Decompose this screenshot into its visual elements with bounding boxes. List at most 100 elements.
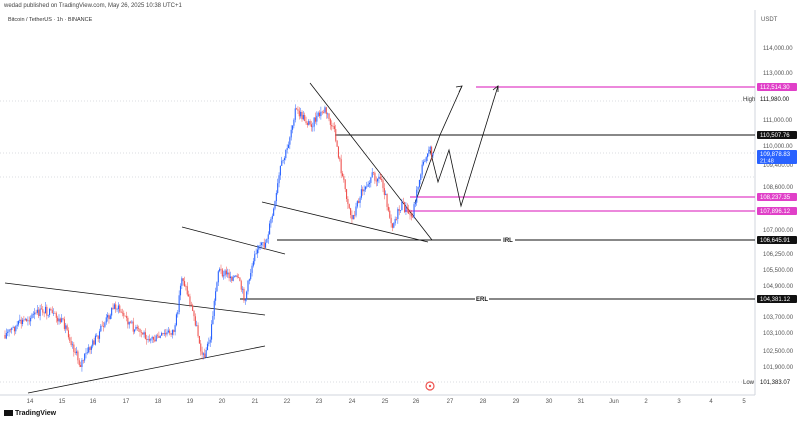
candle [219, 267, 221, 273]
x-tick-label: 26 [413, 399, 420, 405]
candle [236, 273, 238, 279]
candle [158, 331, 160, 338]
candle [73, 342, 75, 357]
candle [179, 283, 182, 301]
candle [5, 328, 7, 340]
candle [362, 186, 364, 196]
candle [138, 325, 140, 332]
candle [208, 337, 210, 347]
candle [13, 326, 15, 336]
candle [152, 336, 155, 343]
projection-path-a [414, 85, 463, 204]
candle [201, 346, 203, 360]
high-label: 111,980.00 High [743, 95, 797, 103]
candle [146, 334, 148, 345]
candle [103, 322, 105, 332]
x-tick-label: 30 [546, 399, 553, 405]
candle [211, 320, 213, 343]
candle [382, 177, 384, 193]
candle [386, 193, 388, 211]
candle [49, 307, 51, 318]
candle [366, 181, 368, 189]
candle [358, 198, 360, 204]
candle [221, 268, 223, 278]
low-label: 101,383.07 Low [743, 378, 797, 386]
candle [185, 284, 187, 291]
candle [63, 316, 65, 331]
candle [258, 245, 260, 254]
candle [12, 325, 14, 329]
candle [297, 106, 299, 114]
candle [178, 290, 180, 315]
candle [285, 149, 287, 161]
candle [76, 346, 78, 356]
symbol-legend[interactable]: Bitcoin / TetherUS · 1h · BINANCE [8, 17, 93, 23]
candle [294, 104, 296, 123]
x-tick-label: 29 [513, 399, 520, 405]
candle [40, 303, 42, 310]
candle [89, 345, 91, 355]
last-price-countdown: 21:48 [760, 159, 774, 165]
price-scale[interactable]: 114,000.00113,000.00111,000.00110,500.00… [763, 46, 794, 371]
candle [142, 332, 144, 335]
x-tick-label: 28 [480, 399, 487, 405]
candle [317, 111, 319, 117]
candle [197, 322, 199, 338]
candle [274, 200, 276, 211]
candle [46, 304, 48, 320]
candle [229, 271, 231, 282]
candle [42, 306, 44, 316]
candle [320, 106, 322, 120]
high-tag: High [743, 97, 755, 103]
x-tick-label: 24 [349, 399, 356, 405]
candle [186, 282, 188, 297]
x-tick-label: 23 [316, 399, 323, 405]
y-tick-label: 113,000.00 [763, 71, 793, 77]
candle [287, 141, 290, 149]
candle [215, 287, 217, 306]
projection-path-b [429, 85, 499, 208]
candle [105, 314, 107, 325]
time-scale[interactable]: 14 15 16 17 18 19 20 21 22 23 24 25 26 27 28 29 30 31 Jun 2… [27, 399, 747, 405]
x-tick-label: 19 [187, 399, 194, 405]
candle [420, 173, 422, 185]
candle [370, 176, 372, 188]
candle [36, 305, 38, 315]
candle [368, 180, 371, 188]
y-tick-label: 106,250.00 [763, 252, 794, 258]
trend-drawings[interactable] [4, 82, 755, 394]
candle [402, 197, 404, 204]
x-tick-label: 3 [677, 399, 681, 405]
irl-level-label: 106,645.91 [757, 236, 797, 244]
candle [121, 308, 123, 317]
candle [209, 336, 211, 347]
candle [205, 347, 207, 358]
candle [262, 242, 264, 247]
candle [220, 264, 222, 274]
candle [389, 207, 391, 219]
candle [242, 286, 244, 294]
candle [50, 307, 52, 311]
candle [147, 335, 149, 343]
candle [196, 320, 198, 327]
candle [17, 320, 20, 327]
candle [181, 276, 183, 290]
tradingview-logo: TradingView [4, 410, 56, 417]
candle [250, 268, 252, 281]
x-tick-label: 14 [27, 399, 34, 405]
candle [355, 202, 357, 218]
erl-level-value: 104,381.12 [760, 297, 791, 303]
x-tick-label: 21 [252, 399, 259, 405]
candle [61, 314, 63, 323]
candle [282, 159, 284, 164]
candle [188, 290, 190, 297]
candle [202, 352, 204, 360]
candle [260, 241, 263, 249]
candle [256, 244, 258, 258]
candle [233, 275, 236, 278]
candle [227, 268, 229, 278]
candle [65, 323, 67, 334]
candle [248, 278, 250, 285]
